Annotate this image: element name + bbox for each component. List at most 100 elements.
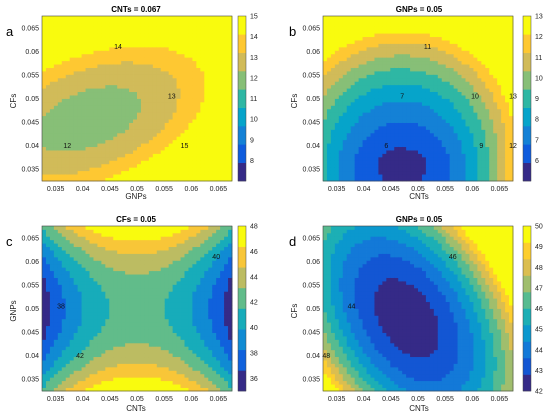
colorbar-tick-label: 36	[250, 376, 258, 383]
contour-label: 46	[449, 254, 457, 261]
colorbar-tick-label: 12	[535, 34, 543, 41]
contour-plot-area: 44 46 48	[322, 225, 514, 392]
colorbar-tick-label: 14	[250, 34, 258, 41]
x-tick-labels: 0.035 0.04 0.045 0.05 0.055 0.06 0.065	[47, 186, 227, 193]
contour-label: 12	[63, 143, 71, 150]
contour-plot-area: 12 13 14 15	[41, 15, 233, 182]
y-tick-label: 0.06	[25, 49, 39, 56]
x-tick-label: 0.065	[210, 186, 228, 193]
x-tick-label: 0.055	[436, 186, 454, 193]
panel-a: a CNTs = 0.067 12 13 14 15 8 9 10 11 12 13 14 15 0…	[6, 5, 258, 201]
x-tick-labels: 0.035 0.04 0.045 0.05 0.055 0.06 0.065	[47, 396, 227, 403]
x-tick-label: 0.04	[76, 396, 90, 403]
y-tick-label: 0.04	[306, 143, 320, 150]
colorbar: 6 7 8 9 10 11 12 13	[522, 14, 543, 182]
y-tick-label: 0.05	[25, 306, 39, 313]
y-tick-label: 0.04	[25, 353, 39, 360]
y-tick-label: 0.055	[21, 282, 39, 289]
y-tick-label: 0.045	[21, 330, 39, 337]
contour-label: 7	[400, 94, 404, 101]
y-tick-label: 0.055	[302, 72, 320, 79]
y-tick-label: 0.065	[21, 235, 39, 242]
x-tick-label: 0.045	[382, 396, 400, 403]
colorbar-tick-label: 10	[535, 75, 543, 82]
colorbar-tick-label: 6	[535, 158, 539, 165]
colorbar: 36 38 40 42 44 46 48	[237, 224, 258, 392]
contour-label: 44	[348, 304, 356, 311]
contour-label: 9	[479, 143, 483, 150]
y-tick-label: 0.06	[306, 259, 320, 266]
y-tick-label: 0.065	[21, 25, 39, 32]
colorbar-tick-label: 47	[535, 285, 543, 292]
y-tick-label: 0.035	[302, 167, 320, 174]
contour-label: 6	[384, 143, 388, 150]
y-tick-labels: 0.035 0.04 0.045 0.05 0.055 0.06 0.065	[21, 235, 39, 383]
panel-title: CFs = 0.05	[116, 215, 156, 224]
x-tick-label: 0.05	[130, 186, 144, 193]
contour-label: 40	[212, 254, 220, 261]
x-tick-label: 0.045	[382, 186, 400, 193]
y-tick-label: 0.045	[302, 120, 320, 127]
colorbar-tick-label: 7	[535, 137, 539, 144]
contour-label: 10	[471, 94, 479, 101]
y-tick-label: 0.035	[21, 167, 39, 174]
contour-label: 11	[424, 44, 431, 51]
colorbar-tick-label: 9	[250, 137, 254, 144]
contour-label: 42	[76, 353, 84, 360]
colorbar-tick-label: 44	[250, 274, 258, 281]
y-tick-labels: 0.035 0.04 0.045 0.05 0.055 0.06 0.065	[302, 235, 320, 383]
colorbar-tick-label: 48	[535, 265, 543, 272]
panel-title: GNPs = 0.05	[396, 215, 443, 224]
contour-label: 38	[57, 304, 65, 311]
y-tick-label: 0.04	[306, 353, 320, 360]
y-tick-label: 0.06	[306, 49, 320, 56]
x-tick-label: 0.05	[130, 396, 144, 403]
colorbar-tick-label: 10	[250, 117, 258, 124]
x-tick-label: 0.035	[47, 186, 65, 193]
y-tick-label: 0.05	[306, 96, 320, 103]
colorbar-tick-label: 38	[250, 350, 258, 357]
colorbar-tick-label: 11	[250, 96, 257, 103]
y-tick-label: 0.05	[25, 96, 39, 103]
panel-b: b GNPs = 0.05 6 7 9 10 11 12 13 6 7 8 9 10 11 12 13 0…	[289, 5, 543, 201]
contour-plot-area: 38 40 42	[41, 225, 233, 392]
colorbar-tick-label: 45	[535, 327, 543, 334]
panel-c: c CFs = 0.05 38 40 42 36 38 40 42 44 46 48 0.035…	[6, 215, 258, 413]
colorbar: 42 43 44 45 46 47 48 49 50	[522, 224, 543, 396]
colorbar-tick-label: 43	[535, 368, 543, 375]
x-tick-label: 0.055	[155, 396, 173, 403]
colorbar-tick-label: 12	[250, 75, 258, 82]
y-tick-label: 0.06	[25, 259, 39, 266]
contour-label: 14	[114, 44, 122, 51]
x-tick-label: 0.045	[101, 186, 119, 193]
x-tick-label: 0.065	[210, 396, 228, 403]
x-axis-label: CNTs	[126, 404, 146, 413]
x-tick-label: 0.035	[47, 396, 65, 403]
x-tick-label: 0.05	[411, 396, 425, 403]
y-tick-label: 0.05	[306, 306, 320, 313]
x-tick-labels: 0.035 0.04 0.045 0.05 0.055 0.06 0.065	[328, 186, 508, 193]
y-axis-label: CFs	[9, 94, 18, 109]
x-tick-label: 0.065	[491, 396, 509, 403]
contour-label: 13	[168, 94, 176, 101]
contour-label: 12	[509, 143, 517, 150]
y-axis-label: GNPs	[9, 300, 18, 321]
y-tick-labels: 0.035 0.04 0.045 0.05 0.055 0.06 0.065	[302, 25, 320, 173]
colorbar-tick-label: 42	[250, 300, 258, 307]
colorbar-tick-label: 46	[535, 306, 543, 313]
colorbar-tick-label: 13	[250, 55, 258, 62]
colorbar-tick-label: 15	[250, 14, 258, 21]
colorbar-tick-label: 8	[535, 117, 539, 124]
colorbar-tick-label: 9	[535, 96, 539, 103]
colorbar-tick-label: 11	[535, 55, 542, 62]
y-tick-label: 0.035	[302, 377, 320, 384]
x-tick-label: 0.055	[436, 396, 454, 403]
panel-letter: d	[289, 234, 296, 249]
y-tick-label: 0.035	[21, 377, 39, 384]
y-tick-label: 0.045	[302, 330, 320, 337]
panel-letter: a	[6, 24, 14, 39]
contour-label: 48	[322, 353, 330, 360]
x-tick-label: 0.06	[465, 396, 479, 403]
